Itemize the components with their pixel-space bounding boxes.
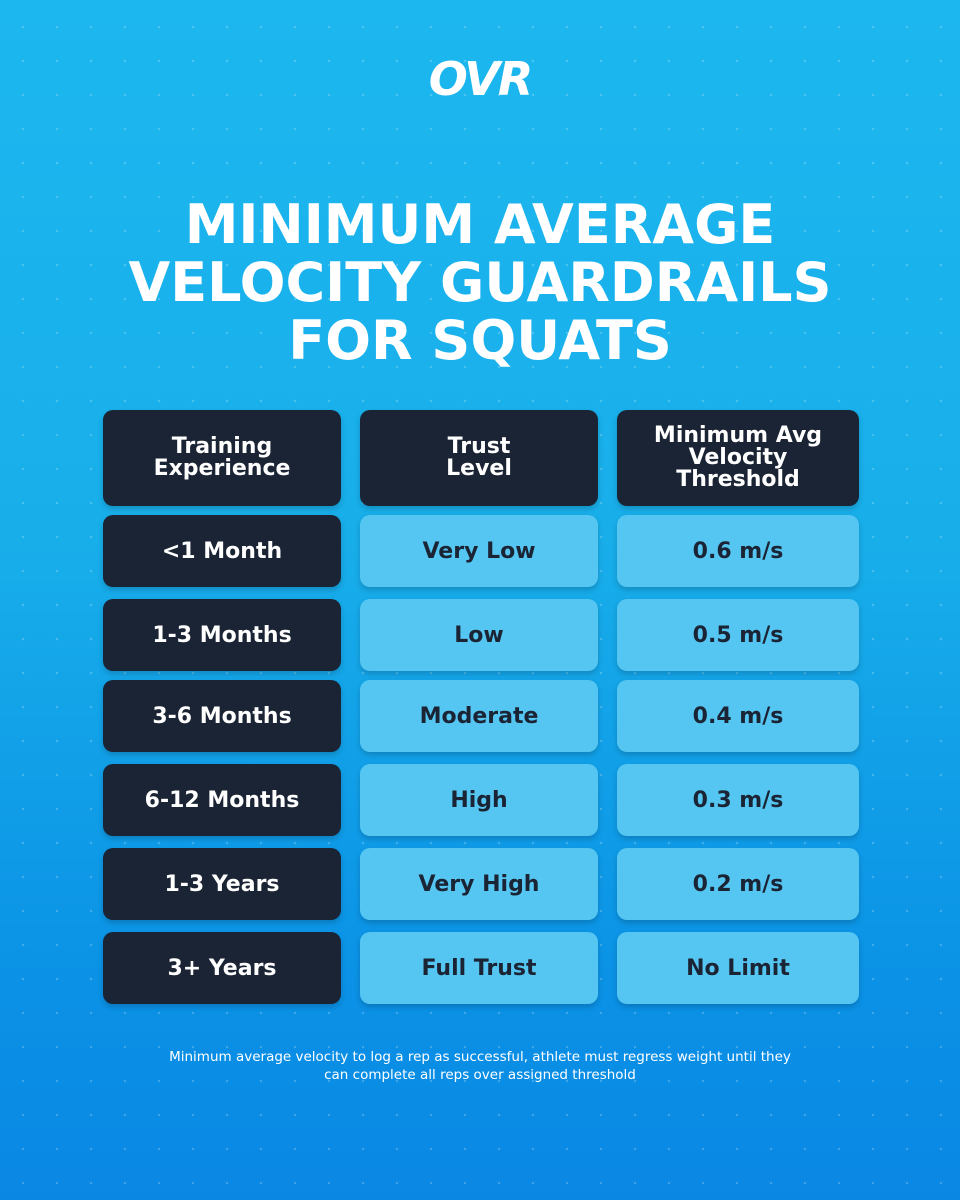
row-2-experience: 1-3 Months bbox=[103, 599, 341, 671]
ovr-logo: OVR bbox=[428, 52, 534, 106]
row-5-trust-level: Very High bbox=[360, 848, 598, 920]
row-1-experience: <1 Month bbox=[103, 515, 341, 587]
row-3-trust-level: Moderate bbox=[360, 680, 598, 752]
header-training-experience-line-2: Experience bbox=[153, 456, 291, 481]
row-3-threshold: 0.4 m/s bbox=[617, 680, 859, 752]
row-4-experience: 6-12 Months bbox=[103, 764, 341, 836]
row-4-trust-level: High bbox=[360, 764, 598, 836]
header-trust-level: Trust Level bbox=[360, 410, 598, 506]
row-1-threshold: 0.6 m/s bbox=[617, 515, 859, 587]
row-3-experience: 3-6 Months bbox=[103, 680, 341, 752]
footnote: Minimum average velocity to log a rep as… bbox=[100, 1048, 860, 1084]
header-min-avg-velocity-threshold: Minimum Avg Velocity Threshold bbox=[617, 410, 859, 506]
footnote-line-1: Minimum average velocity to log a rep as… bbox=[169, 1049, 791, 1065]
row-6-trust-level: Full Trust bbox=[360, 932, 598, 1004]
row-6-threshold: No Limit bbox=[617, 932, 859, 1004]
footnote-line-2: can complete all reps over assigned thre… bbox=[324, 1067, 636, 1083]
row-6-experience: 3+ Years bbox=[103, 932, 341, 1004]
row-5-experience: 1-3 Years bbox=[103, 848, 341, 920]
header-threshold-line-2: Velocity bbox=[688, 445, 788, 470]
row-5-threshold: 0.2 m/s bbox=[617, 848, 859, 920]
row-2-trust-level: Low bbox=[360, 599, 598, 671]
row-2-threshold: 0.5 m/s bbox=[617, 599, 859, 671]
header-threshold-line-1: Minimum Avg bbox=[653, 423, 823, 448]
header-threshold-line-3: Threshold bbox=[676, 467, 800, 492]
title-line-2: VELOCITY GUARDRAILS bbox=[128, 251, 832, 314]
header-trust-level-line-2: Level bbox=[446, 456, 512, 481]
page-title: MINIMUM AVERAGE VELOCITY GUARDRAILS FOR … bbox=[0, 196, 960, 370]
row-4-threshold: 0.3 m/s bbox=[617, 764, 859, 836]
header-trust-level-line-1: Trust bbox=[447, 434, 511, 459]
title-line-1: MINIMUM AVERAGE bbox=[184, 193, 776, 256]
row-1-trust-level: Very Low bbox=[360, 515, 598, 587]
title-line-3: FOR SQUATS bbox=[288, 309, 672, 372]
header-training-experience: Training Experience bbox=[103, 410, 341, 506]
header-training-experience-line-1: Training bbox=[171, 434, 273, 459]
